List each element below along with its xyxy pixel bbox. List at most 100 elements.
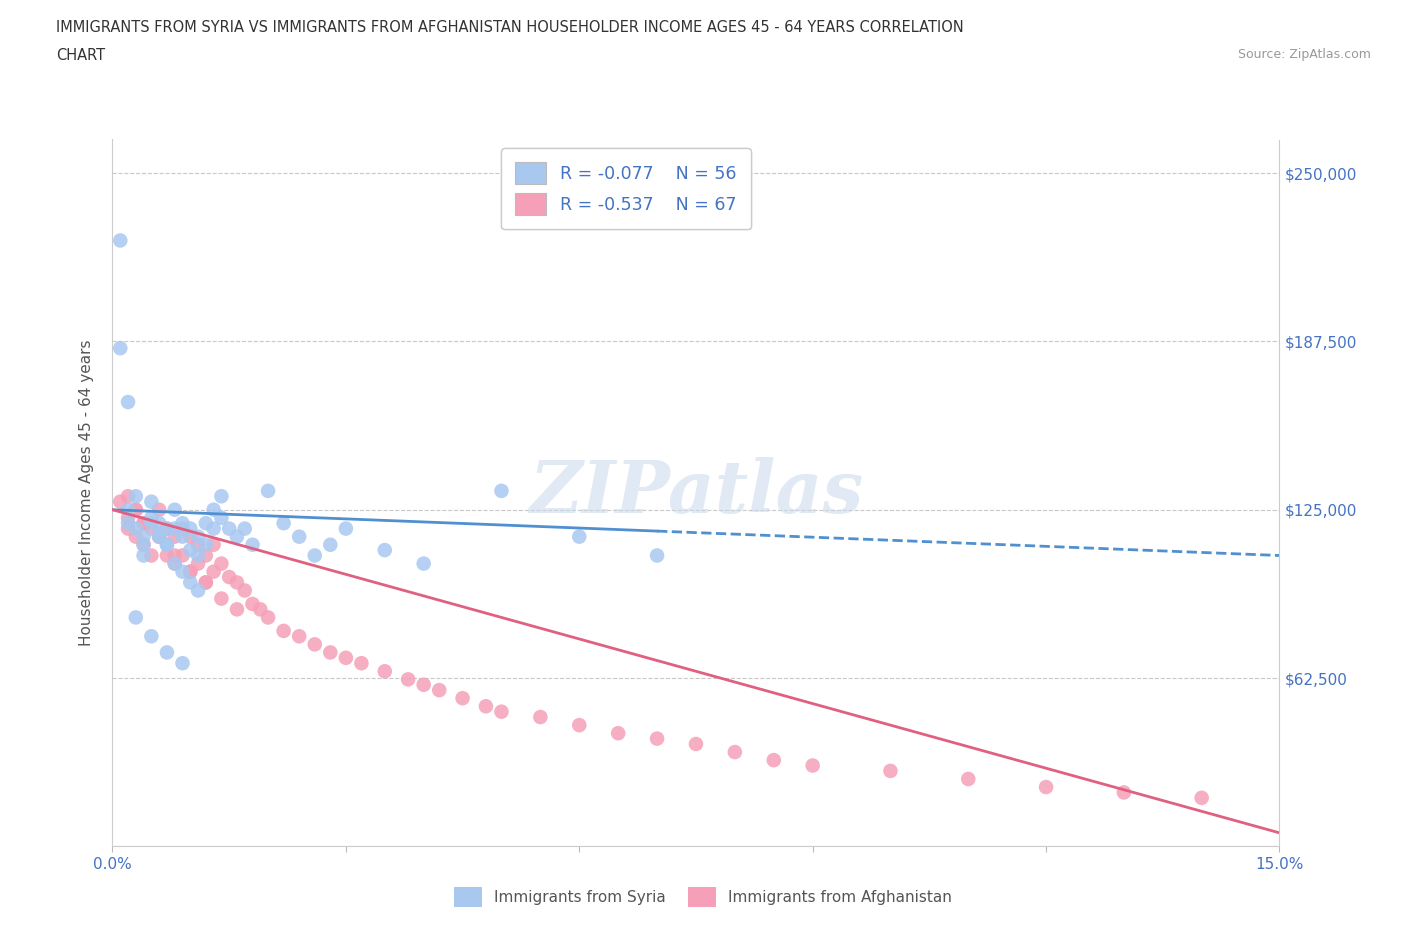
Point: [218, 521, 240, 536]
Point: [350, 656, 373, 671]
Point: [335, 521, 357, 536]
Point: [412, 556, 434, 571]
Point: [209, 489, 232, 504]
Point: [117, 521, 139, 536]
Legend: Immigrants from Syria, Immigrants from Afghanistan: Immigrants from Syria, Immigrants from A…: [449, 882, 957, 913]
Point: [148, 502, 170, 517]
Point: [194, 516, 217, 531]
Point: [148, 529, 170, 544]
Point: [141, 629, 163, 644]
Point: [202, 521, 225, 536]
Point: [304, 548, 326, 563]
Point: [607, 725, 630, 740]
Point: [141, 494, 163, 509]
Point: [685, 737, 707, 751]
Point: [187, 529, 209, 544]
Point: [451, 691, 474, 706]
Text: CHART: CHART: [56, 48, 105, 63]
Point: [141, 521, 163, 536]
Point: [187, 556, 209, 571]
Point: [132, 548, 155, 563]
Point: [288, 529, 311, 544]
Point: [529, 710, 551, 724]
Point: [156, 538, 179, 552]
Point: [163, 502, 186, 517]
Point: [202, 565, 225, 579]
Point: [117, 502, 139, 517]
Point: [179, 565, 201, 579]
Point: [132, 538, 155, 552]
Point: [209, 511, 232, 525]
Point: [242, 596, 264, 611]
Point: [172, 521, 194, 536]
Point: [568, 529, 591, 544]
Point: [209, 556, 232, 571]
Point: [179, 575, 201, 590]
Point: [304, 637, 326, 652]
Point: [172, 656, 194, 671]
Point: [132, 516, 155, 531]
Point: [491, 484, 513, 498]
Point: [427, 683, 450, 698]
Point: [125, 502, 148, 517]
Point: [226, 529, 249, 544]
Point: [179, 521, 201, 536]
Point: [226, 602, 249, 617]
Point: [187, 583, 209, 598]
Point: [396, 671, 419, 686]
Point: [172, 548, 194, 563]
Point: [125, 529, 148, 544]
Point: [148, 529, 170, 544]
Point: [1035, 779, 1057, 794]
Point: [762, 752, 785, 767]
Point: [187, 538, 209, 552]
Point: [156, 521, 179, 536]
Point: [288, 629, 311, 644]
Point: [163, 521, 186, 536]
Point: [141, 548, 163, 563]
Point: [110, 340, 132, 355]
Point: [163, 529, 186, 544]
Point: [218, 569, 240, 584]
Point: [319, 538, 342, 552]
Point: [194, 548, 217, 563]
Legend: R = -0.077    N = 56, R = -0.537    N = 67: R = -0.077 N = 56, R = -0.537 N = 67: [502, 148, 751, 230]
Point: [141, 511, 163, 525]
Point: [645, 731, 668, 746]
Point: [125, 502, 148, 517]
Point: [233, 583, 256, 598]
Point: [132, 516, 155, 531]
Point: [645, 548, 668, 563]
Point: [156, 645, 179, 660]
Point: [179, 529, 201, 544]
Point: [568, 718, 591, 733]
Point: [202, 502, 225, 517]
Point: [156, 548, 179, 563]
Point: [163, 556, 186, 571]
Point: [226, 575, 249, 590]
Point: [242, 538, 264, 552]
Point: [117, 489, 139, 504]
Text: IMMIGRANTS FROM SYRIA VS IMMIGRANTS FROM AFGHANISTAN HOUSEHOLDER INCOME AGES 45 : IMMIGRANTS FROM SYRIA VS IMMIGRANTS FROM…: [56, 20, 965, 35]
Point: [273, 516, 295, 531]
Point: [335, 650, 357, 665]
Point: [879, 764, 901, 778]
Point: [202, 538, 225, 552]
Point: [1112, 785, 1135, 800]
Point: [194, 538, 217, 552]
Point: [163, 556, 186, 571]
Point: [125, 610, 148, 625]
Point: [209, 591, 232, 606]
Point: [125, 521, 148, 536]
Point: [125, 489, 148, 504]
Point: [141, 516, 163, 531]
Point: [374, 664, 396, 679]
Point: [249, 602, 271, 617]
Point: [179, 565, 201, 579]
Point: [172, 565, 194, 579]
Y-axis label: Householder Income Ages 45 - 64 years: Householder Income Ages 45 - 64 years: [79, 339, 94, 646]
Point: [132, 538, 155, 552]
Point: [957, 772, 980, 787]
Point: [194, 575, 217, 590]
Point: [132, 529, 155, 544]
